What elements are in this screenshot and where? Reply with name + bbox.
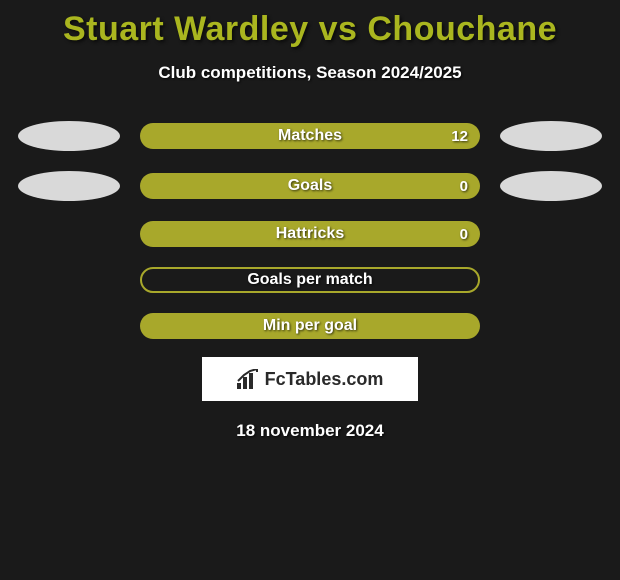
- logo-text: FcTables.com: [265, 369, 384, 390]
- logo-box: FcTables.com: [202, 357, 418, 401]
- stat-label: Goals per match: [247, 271, 372, 289]
- stat-row: Goals per match: [0, 267, 620, 293]
- stat-bar: Hattricks 0: [140, 221, 480, 247]
- stat-label: Hattricks: [276, 225, 344, 243]
- footer-date: 18 november 2024: [0, 421, 620, 441]
- stat-bar: Goals per match: [140, 267, 480, 293]
- stat-value: 0: [460, 178, 468, 195]
- stat-value: 12: [451, 128, 468, 145]
- stats-list: Matches 12 Goals 0 Hattricks 0 Goals per match…: [0, 121, 620, 339]
- stat-row: Min per goal: [0, 313, 620, 339]
- stat-row: Matches 12: [0, 121, 620, 151]
- fctables-logo-icon: [237, 369, 259, 389]
- stat-row: Hattricks 0: [0, 221, 620, 247]
- left-value-ellipse: [18, 171, 120, 201]
- stat-row: Goals 0: [0, 171, 620, 201]
- stat-label: Matches: [278, 127, 342, 145]
- stat-bar: Matches 12: [140, 123, 480, 149]
- stat-label: Goals: [288, 177, 332, 195]
- right-value-ellipse: [500, 171, 602, 201]
- stat-label: Min per goal: [263, 317, 357, 335]
- page-subtitle: Club competitions, Season 2024/2025: [0, 63, 620, 83]
- stat-bar: Min per goal: [140, 313, 480, 339]
- page-title: Stuart Wardley vs Chouchane: [0, 0, 620, 49]
- stat-value: 0: [460, 226, 468, 243]
- stat-bar: Goals 0: [140, 173, 480, 199]
- right-value-ellipse: [500, 121, 602, 151]
- left-value-ellipse: [18, 121, 120, 151]
